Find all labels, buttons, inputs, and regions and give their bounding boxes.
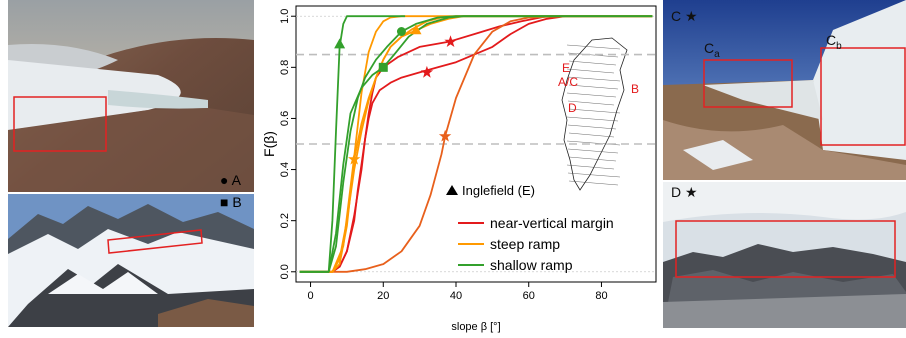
greenland-basin-line	[567, 148, 619, 154]
photo-panel-d	[663, 182, 906, 328]
map-region-label: A/C	[558, 75, 578, 89]
photo-a-highlight-box	[13, 96, 107, 152]
map-region-label: B	[631, 82, 639, 96]
panel-a-label: ● A	[220, 172, 241, 188]
legend-entry: near-vertical margin	[490, 215, 614, 231]
x-tick-label: 0	[307, 290, 313, 302]
star-marker-icon: ★	[685, 8, 698, 24]
greenland-basin-line	[567, 124, 617, 130]
photo-b-image	[8, 194, 254, 327]
panel-d-letter: D	[671, 184, 682, 200]
series-marker-square	[378, 62, 388, 72]
photo-panel-c	[663, 0, 906, 180]
panel-c-sub-b-letter: C	[826, 32, 837, 48]
photo-c-highlight-box-b	[820, 47, 906, 146]
greenland-basin-line	[566, 164, 615, 170]
greenland-basin-line	[568, 132, 615, 138]
series-line	[299, 15, 406, 273]
panel-c-sub-b-index: b	[836, 40, 842, 52]
x-tick-label: 40	[450, 290, 462, 302]
inglefield-annotation: Inglefield (E)	[462, 183, 535, 198]
greenland-basin-line	[568, 180, 619, 186]
photo-c-image	[663, 0, 906, 180]
series-marker-star	[348, 152, 361, 165]
y-tick-label: 0.8	[279, 60, 291, 75]
x-tick-label: 60	[523, 290, 535, 302]
greenland-basin-line	[568, 156, 617, 162]
panel-c-sub-b-label: Cb	[826, 32, 842, 52]
star-marker-icon: ★	[685, 184, 698, 200]
circle-marker-icon: ●	[220, 172, 229, 188]
y-axis-label: F(β)	[262, 131, 277, 157]
map-region-label: E	[562, 61, 570, 75]
panel-a-letter: A	[231, 172, 241, 188]
panel-c-letter: C	[671, 8, 682, 24]
legend-entry: shallow ramp	[490, 257, 573, 273]
series-line	[299, 15, 653, 273]
greenland-basin-line	[566, 44, 621, 50]
legend-entry: steep ramp	[490, 236, 560, 252]
greenland-basin-line	[566, 92, 617, 98]
series-marker-circle	[396, 27, 406, 37]
photo-panel-b	[8, 194, 254, 327]
series-marker-triangle	[410, 24, 422, 35]
series-line	[299, 15, 653, 273]
panel-c-sub-a-index: a	[714, 48, 720, 60]
map-region-label: D	[568, 101, 577, 115]
x-tick-label: 20	[377, 290, 389, 302]
y-tick-label: 0.6	[279, 111, 291, 126]
panel-b-label: ■ B	[220, 194, 242, 210]
greenland-basin-line	[568, 84, 619, 90]
greenland-basin-line	[568, 108, 621, 114]
photo-d-image	[663, 182, 906, 328]
photo-c-highlight-box-a	[703, 59, 793, 108]
panel-d-label: D ★	[671, 184, 698, 201]
photo-a-image	[8, 0, 254, 192]
greenland-basin-line	[567, 172, 621, 178]
y-tick-label: 0.0	[279, 264, 291, 279]
greenland-basin-line	[568, 60, 617, 66]
square-marker-icon: ■	[220, 194, 229, 210]
photo-b-highlight-box	[107, 229, 203, 254]
x-axis-label: slope β [°]	[451, 321, 500, 333]
greenland-basin-line	[567, 100, 615, 106]
panel-c-sub-a-label: Ca	[704, 40, 720, 60]
series-line	[299, 15, 653, 273]
panel-b-letter: B	[232, 194, 242, 210]
series-marker-star	[420, 65, 434, 78]
y-tick-label: 0.2	[279, 213, 291, 228]
greenland-basin-line	[566, 116, 619, 122]
y-tick-label: 1.0	[279, 9, 291, 24]
panel-c-sub-a-letter: C	[704, 40, 715, 56]
greenland-basin-line	[567, 76, 621, 82]
series-marker-star	[444, 35, 457, 47]
inglefield-triangle-icon	[446, 185, 458, 195]
series-marker-star	[438, 129, 452, 142]
x-tick-label: 80	[595, 290, 607, 302]
greenland-basin-line	[567, 52, 619, 58]
slope-cdf-chart: 0 20 40 60 80 0.0 0.2 0.4 0.6 0.8 1.0 slope β [°] F(…	[262, 5, 657, 333]
y-tick-label: 0.4	[279, 162, 291, 177]
photo-d-highlight-box	[675, 220, 896, 278]
greenland-basin-line	[566, 68, 615, 74]
photo-panel-a	[8, 0, 254, 192]
series-marker-triangle	[334, 38, 346, 49]
panel-c-label: C ★	[671, 8, 698, 25]
